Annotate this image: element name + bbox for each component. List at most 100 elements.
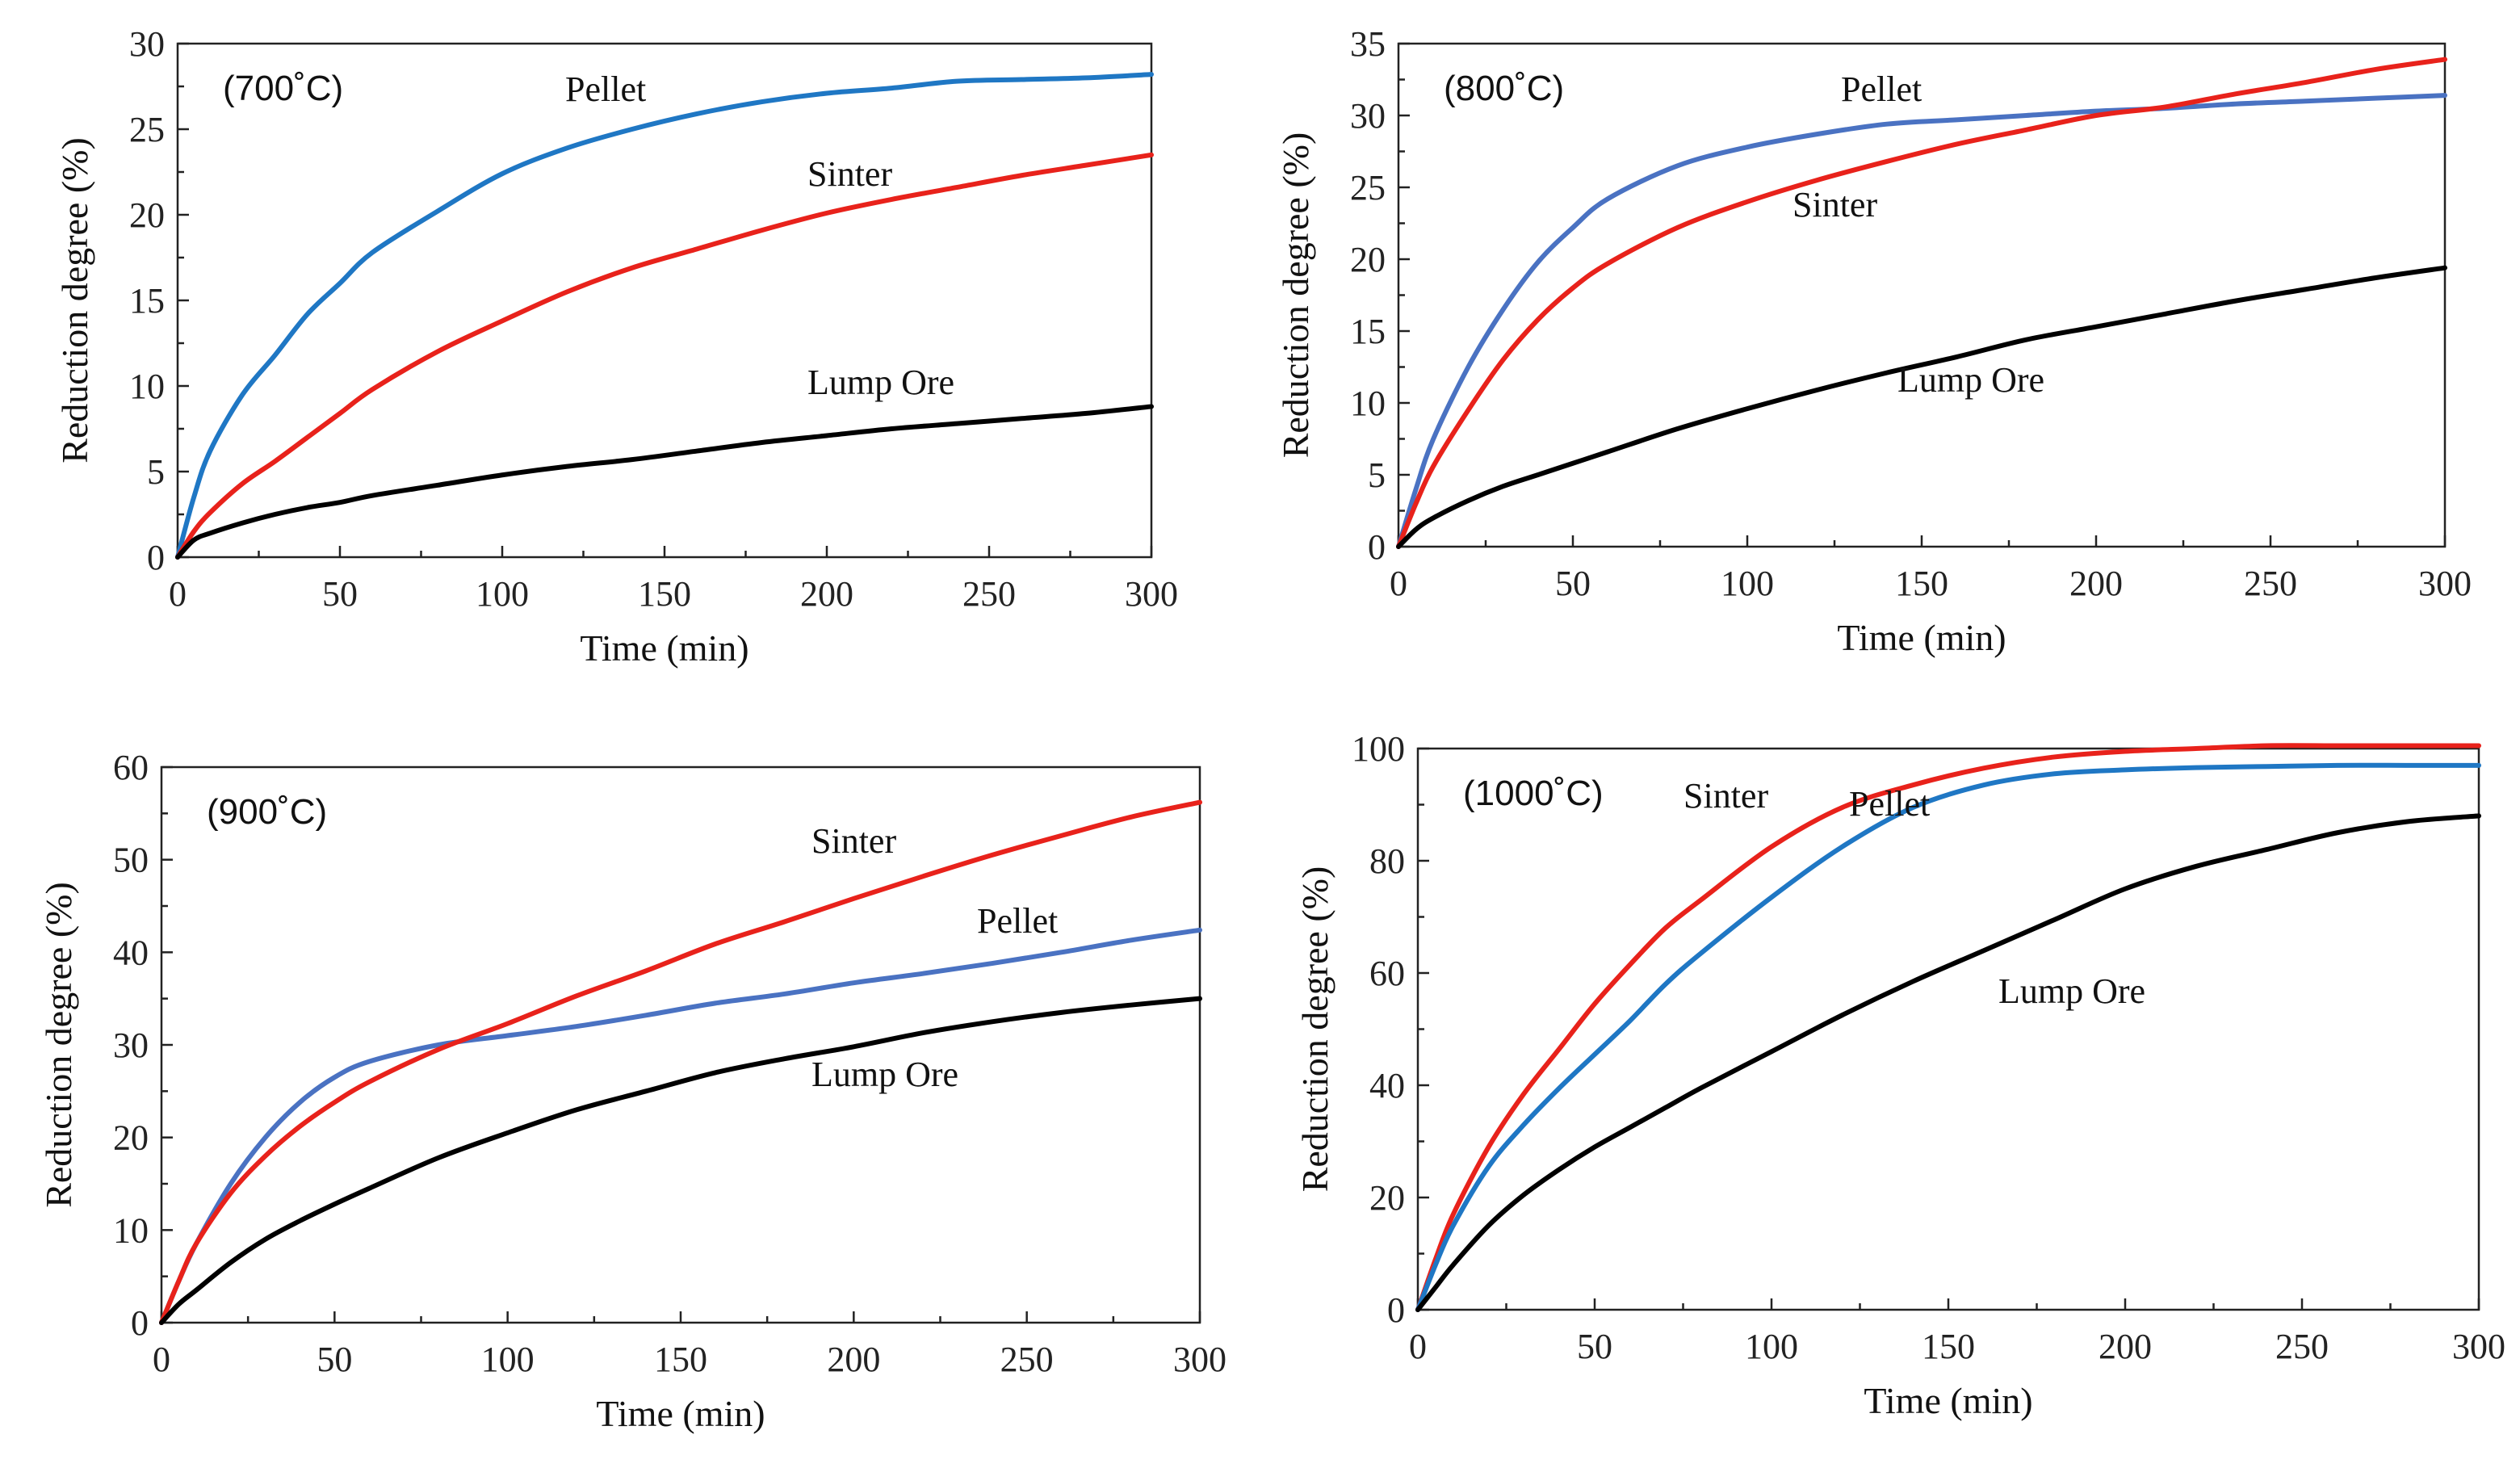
y-tick-label: 25 [1350, 168, 1386, 208]
x-tick-label: 0 [1409, 1327, 1427, 1366]
y-tick-label: 10 [1350, 384, 1386, 423]
series-line-sinter [159, 799, 1202, 1325]
series-label-sinter: Sinter [807, 154, 892, 194]
x-tick-label: 50 [1555, 564, 1591, 603]
series-line-pellet [175, 72, 1154, 560]
series-line-lump-ore [1415, 813, 2481, 1312]
y-tick-label: 0 [131, 1303, 149, 1343]
y-tick-label: 30 [129, 24, 165, 64]
chart-900: 0 50 100 150 200 250 300 0 10 20 30 40 50 60 Time (min… [38, 748, 1226, 1434]
x-tick-label: 150 [638, 574, 691, 614]
series-label-sinter: Sinter [1793, 185, 1877, 224]
series-line-sinter [175, 152, 1154, 560]
series-line-lump-ore [175, 404, 1154, 560]
y-axis-title: Reduction degree (%) [1275, 132, 1316, 459]
series-label-pellet: Pellet [565, 69, 646, 109]
chart-panel-900: 0 50 100 150 200 250 300 0 10 20 30 40 50 60 Time (min… [0, 727, 1260, 1468]
y-tick-label: 35 [1350, 24, 1386, 64]
series-label-sinter: Sinter [1683, 776, 1768, 816]
x-tick-label: 250 [1000, 1340, 1054, 1379]
series-label-lump-ore: Lump Ore [807, 363, 954, 402]
x-tick-label: 300 [1125, 574, 1178, 614]
y-axis-title: Reduction degree (%) [1294, 866, 1335, 1193]
x-tick-label: 200 [827, 1340, 880, 1379]
y-tick-label: 100 [1352, 729, 1405, 769]
x-tick-label: 50 [1577, 1327, 1612, 1366]
x-axis-title: Time (min) [1837, 617, 2006, 658]
panel-title: (900˚C) [207, 792, 327, 832]
series-line-pellet [1396, 93, 2447, 549]
x-tick-label: 150 [1922, 1327, 1975, 1366]
y-tick-label: 5 [147, 452, 165, 492]
chart-800: 0 50 100 150 200 250 300 0 5 10 15 20 25 30 35 Time (mi… [1275, 24, 2472, 658]
x-tick-label: 0 [1390, 564, 1407, 603]
x-tick-label: 250 [2244, 564, 2297, 603]
x-tick-label: 50 [317, 1340, 352, 1379]
chart-panel-1000: 0 50 100 150 200 250 300 0 20 40 60 80 100 Time (min)… [1260, 727, 2519, 1468]
y-tick-label: 25 [129, 110, 165, 149]
y-tick-label: 15 [129, 281, 165, 321]
panel-title: (800˚C) [1444, 69, 1564, 108]
y-tick-label: 10 [113, 1210, 149, 1250]
y-tick-label: 60 [1369, 954, 1405, 993]
y-tick-label: 60 [113, 748, 149, 787]
series-label-pellet: Pellet [1849, 784, 1930, 824]
y-tick-label: 40 [1369, 1066, 1405, 1105]
y-tick-label: 20 [1369, 1178, 1405, 1218]
x-tick-label: 150 [1895, 564, 1948, 603]
chart-1000: 0 50 100 150 200 250 300 0 20 40 60 80 100 Time (min)… [1294, 729, 2505, 1421]
y-tick-label: 30 [1350, 96, 1386, 136]
y-axis-title: Reduction degree (%) [54, 137, 95, 463]
y-tick-label: 0 [1368, 527, 1386, 567]
y-tick-label: 30 [113, 1026, 149, 1065]
x-tick-label: 0 [153, 1340, 170, 1379]
panel-title: (1000˚C) [1463, 774, 1604, 813]
x-tick-label: 200 [800, 574, 853, 614]
x-tick-label: 0 [169, 574, 187, 614]
y-tick-label: 0 [1387, 1290, 1405, 1330]
series-line-pellet [159, 927, 1202, 1325]
y-tick-label: 20 [1350, 240, 1386, 279]
series-label-sinter: Sinter [811, 821, 896, 861]
chart-panel-800: 0 50 100 150 200 250 300 0 5 10 15 20 25 30 35 Time (mi… [1260, 0, 2519, 711]
x-tick-label: 200 [2069, 564, 2123, 603]
y-tick-label: 50 [113, 841, 149, 880]
x-tick-label: 200 [2099, 1327, 2152, 1366]
series-line-sinter [1415, 743, 2481, 1312]
y-tick-label: 20 [113, 1118, 149, 1158]
series-label-pellet: Pellet [977, 901, 1058, 941]
series-label-lump-ore: Lump Ore [1897, 360, 2044, 400]
series-line-lump-ore [159, 996, 1202, 1325]
y-tick-label: 20 [129, 195, 165, 235]
chart-panel-700: 0 50 100 150 200 250 300 0 5 10 15 20 25 30 Time (min)… [0, 0, 1211, 711]
series-line-sinter [1396, 57, 2447, 549]
y-tick-label: 5 [1368, 455, 1386, 495]
y-tick-label: 0 [147, 538, 165, 577]
series-label-pellet: Pellet [1841, 69, 1922, 109]
y-tick-label: 10 [129, 367, 165, 406]
x-tick-label: 100 [1745, 1327, 1798, 1366]
series-line-pellet [1415, 762, 2481, 1312]
y-tick-label: 40 [113, 933, 149, 972]
x-tick-label: 100 [481, 1340, 535, 1379]
x-axis-title: Time (min) [1864, 1380, 2032, 1421]
x-tick-label: 100 [1721, 564, 1774, 603]
chart-700: 0 50 100 150 200 250 300 0 5 10 15 20 25 30 Time (min)… [54, 24, 1178, 669]
y-tick-label: 80 [1369, 841, 1405, 881]
series-line-lump-ore [1396, 265, 2447, 549]
series-label-lump-ore: Lump Ore [1998, 971, 2145, 1011]
x-tick-label: 100 [476, 574, 529, 614]
x-tick-label: 250 [962, 574, 1016, 614]
x-tick-label: 300 [2418, 564, 2472, 603]
x-tick-label: 250 [2275, 1327, 2329, 1366]
x-tick-label: 300 [2452, 1327, 2505, 1366]
plot-frame [160, 765, 1201, 1324]
y-axis-title: Reduction degree (%) [38, 882, 79, 1208]
x-tick-label: 150 [654, 1340, 707, 1379]
x-axis-title: Time (min) [580, 627, 748, 669]
x-tick-label: 50 [322, 574, 358, 614]
x-axis-title: Time (min) [596, 1393, 765, 1434]
panel-title: (700˚C) [223, 69, 343, 108]
y-tick-label: 15 [1350, 312, 1386, 351]
x-tick-label: 300 [1173, 1340, 1226, 1379]
